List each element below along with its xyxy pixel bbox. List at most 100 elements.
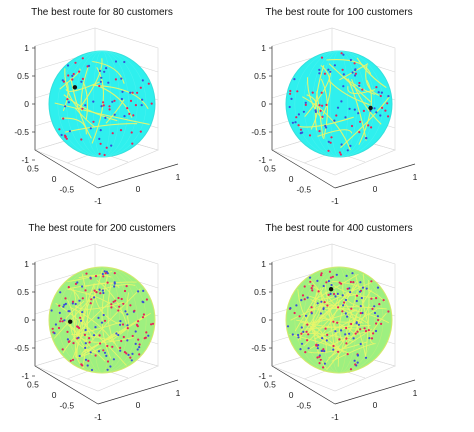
x-axis: [97, 379, 179, 405]
customer-point: [346, 353, 349, 356]
customer-point: [345, 342, 348, 345]
customer-point: [355, 299, 358, 303]
customer-point: [291, 333, 294, 336]
customer-point: [66, 338, 69, 341]
customer-point: [95, 291, 98, 294]
customer-point: [81, 297, 84, 300]
customer-point: [316, 279, 319, 282]
customer-point: [320, 274, 323, 277]
customer-point: [363, 327, 366, 330]
customer-point: [304, 103, 307, 106]
route-line: [105, 99, 125, 124]
customer-point: [63, 134, 67, 137]
customer-point: [112, 300, 115, 303]
customer-point: [325, 339, 328, 342]
customer-point: [142, 313, 145, 316]
customer-point: [370, 280, 373, 283]
route-line: [328, 80, 370, 106]
customer-point: [375, 297, 378, 300]
customer-point: [105, 146, 108, 149]
customer-point: [103, 70, 106, 73]
customer-point: [114, 78, 117, 81]
customer-point: [356, 330, 359, 333]
customer-point: [81, 57, 84, 60]
customer-point: [332, 320, 335, 323]
customer-point: [54, 323, 58, 326]
route-line: [78, 311, 94, 340]
customer-point: [102, 275, 105, 278]
route-line: [85, 284, 136, 295]
x-tick-label: 0: [373, 184, 378, 194]
customer-point: [325, 281, 328, 284]
customer-point: [78, 299, 81, 302]
customer-point: [81, 77, 84, 80]
customer-point: [322, 284, 325, 288]
customer-point: [365, 287, 368, 290]
customer-point: [105, 67, 108, 70]
route-line: [74, 107, 96, 128]
customer-point: [90, 298, 93, 301]
customer-point: [147, 82, 150, 85]
x-tick-label: -1: [331, 196, 339, 206]
customer-point: [126, 313, 129, 316]
customer-point: [374, 329, 378, 333]
y-tick-label: 0.5: [264, 163, 276, 173]
customer-point: [88, 341, 91, 344]
customer-point: [377, 318, 380, 322]
customer-point: [358, 84, 361, 87]
route-line: [61, 117, 87, 135]
customer-point: [327, 280, 330, 283]
customer-point: [290, 97, 293, 100]
customer-point: [126, 324, 129, 327]
customer-point: [134, 330, 137, 333]
customer-point: [305, 330, 308, 333]
customer-point: [94, 275, 98, 278]
customer-point: [295, 116, 298, 119]
z-tick-label: 0: [24, 99, 29, 109]
chart-panel-200: The best route for 200 customers 1 0.5 0 -0.…: [0, 216, 237, 432]
customer-point: [120, 97, 123, 101]
customer-point: [286, 325, 290, 328]
customer-point: [387, 115, 390, 118]
customer-point: [318, 72, 321, 75]
customer-point: [338, 281, 341, 284]
route-line: [303, 283, 358, 347]
route-line: [344, 77, 376, 96]
customer-point: [340, 100, 343, 103]
route-line: [318, 316, 354, 334]
customer-point: [131, 334, 134, 338]
y-axis: [271, 149, 336, 189]
x-tick-label: -1: [94, 412, 102, 422]
customer-point: [342, 304, 345, 307]
customer-point: [350, 124, 354, 128]
customer-point: [340, 52, 343, 55]
customer-point: [106, 368, 109, 371]
customer-point: [105, 354, 108, 357]
customer-point: [83, 333, 86, 336]
customer-point: [130, 131, 133, 134]
customer-point: [307, 347, 310, 350]
customer-point: [71, 358, 75, 361]
customer-point: [356, 361, 359, 364]
customer-point: [319, 312, 322, 315]
z-tick-label: 1: [24, 259, 29, 269]
customer-point: [61, 348, 64, 351]
customer-point: [324, 327, 327, 330]
customer-point: [344, 312, 347, 315]
customer-point: [354, 332, 357, 335]
customer-point: [81, 285, 84, 288]
z-tick-label: 0.5: [254, 287, 266, 297]
customer-point: [121, 90, 124, 93]
customer-point: [117, 296, 120, 300]
customer-point: [371, 307, 374, 310]
customer-point: [291, 121, 294, 124]
customer-point: [150, 102, 153, 105]
customer-point: [129, 356, 132, 359]
customer-point: [77, 336, 80, 339]
customer-point: [84, 346, 87, 349]
y-tick-label: 0: [289, 390, 294, 400]
customer-point: [115, 332, 118, 335]
customer-point: [58, 304, 61, 307]
chart-svg: The best route for 200 customers10.50-0.…: [14, 223, 180, 422]
customer-point: [349, 58, 352, 62]
